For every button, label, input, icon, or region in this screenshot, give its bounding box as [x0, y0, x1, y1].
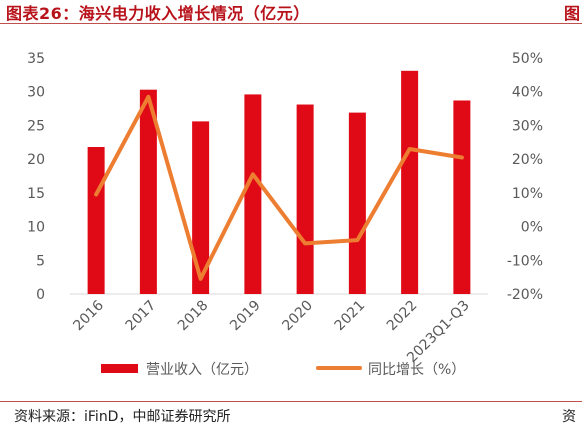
legend: 营业收入（亿元） 同比增长（%） [101, 362, 465, 378]
growth-line [94, 94, 464, 281]
right-tick-label: 0% [521, 220, 543, 236]
legend-bar-swatch [101, 364, 138, 373]
revenue-bar [244, 94, 262, 294]
left-tick-label: 20 [27, 152, 45, 168]
revenue-bar [453, 100, 471, 294]
x-tick-label: 2018 [175, 298, 212, 335]
right-tick-label: 50% [512, 51, 543, 67]
revenue-bar [139, 89, 157, 294]
x-tick-label: 2019 [227, 298, 264, 335]
x-tick-label: 2021 [332, 298, 369, 335]
footer-rule [0, 401, 582, 402]
x-tick-label: 2022 [384, 298, 421, 335]
x-tick-label: 2017 [123, 298, 160, 335]
revenue-bar [296, 104, 314, 294]
next-source-fragment: 资 [562, 409, 576, 425]
legend-line-label: 同比增长（%） [368, 362, 465, 378]
revenue-bar [192, 121, 210, 294]
right-tick-label: -10% [507, 253, 543, 269]
right-tick-label: 10% [512, 186, 543, 202]
left-tick-label: 35 [27, 51, 45, 67]
title-rule [0, 23, 582, 24]
x-tick-label: 2020 [279, 298, 316, 335]
left-tick-label: 10 [27, 220, 45, 236]
right-tick-label: -20% [507, 287, 543, 303]
left-tick-label: 5 [36, 253, 45, 269]
left-axis-ticks: 0 5 10 15 20 25 30 35 [27, 51, 45, 303]
right-tick-label: 40% [512, 85, 543, 101]
next-title-fragment: 图 [564, 4, 581, 23]
revenue-bar [87, 147, 105, 294]
right-tick-label: 20% [512, 152, 543, 168]
x-tick-label: 2016 [70, 297, 107, 334]
legend-bar-label: 营业收入（亿元） [146, 362, 258, 378]
revenue-bars [87, 70, 471, 294]
revenue-bar [348, 112, 366, 294]
revenue-growth-chart: 0 5 10 15 20 25 30 35 -20% -10% 0% 10% 20% 30% 40% 50%… [27, 51, 543, 378]
revenue-bar [401, 70, 419, 294]
right-tick-label: 30% [512, 118, 543, 134]
source-note: 资料来源：iFinD，中邮证券研究所 [14, 409, 231, 425]
left-tick-label: 30 [27, 85, 45, 101]
left-tick-label: 0 [36, 287, 45, 303]
left-tick-label: 15 [27, 186, 45, 202]
page-title: 图表26：海兴电力收入增长情况（亿元） [6, 4, 310, 23]
left-tick-label: 25 [27, 118, 45, 134]
right-axis-ticks: -20% -10% 0% 10% 20% 30% 40% 50% [507, 51, 543, 303]
